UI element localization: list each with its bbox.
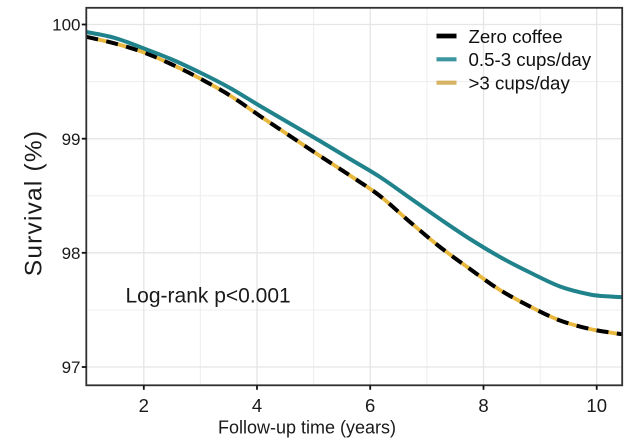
svg-text:8: 8 [478, 395, 488, 416]
svg-text:97: 97 [62, 358, 81, 377]
svg-text:Survival (%): Survival (%) [21, 130, 48, 276]
svg-text:Zero coffee: Zero coffee [469, 26, 563, 47]
svg-text:98: 98 [62, 244, 81, 263]
svg-text:6: 6 [365, 395, 375, 416]
svg-text:10: 10 [586, 395, 607, 416]
svg-text:Log-rank p<0.001: Log-rank p<0.001 [126, 285, 291, 308]
svg-text:4: 4 [252, 395, 262, 416]
svg-text:99: 99 [62, 130, 81, 149]
svg-text:2: 2 [139, 395, 149, 416]
svg-text:Follow-up time (years): Follow-up time (years) [218, 418, 396, 438]
svg-text:100: 100 [52, 16, 80, 35]
svg-text:>3 cups/day: >3 cups/day [469, 73, 571, 94]
svg-text:0.5-3 cups/day: 0.5-3 cups/day [469, 49, 592, 70]
